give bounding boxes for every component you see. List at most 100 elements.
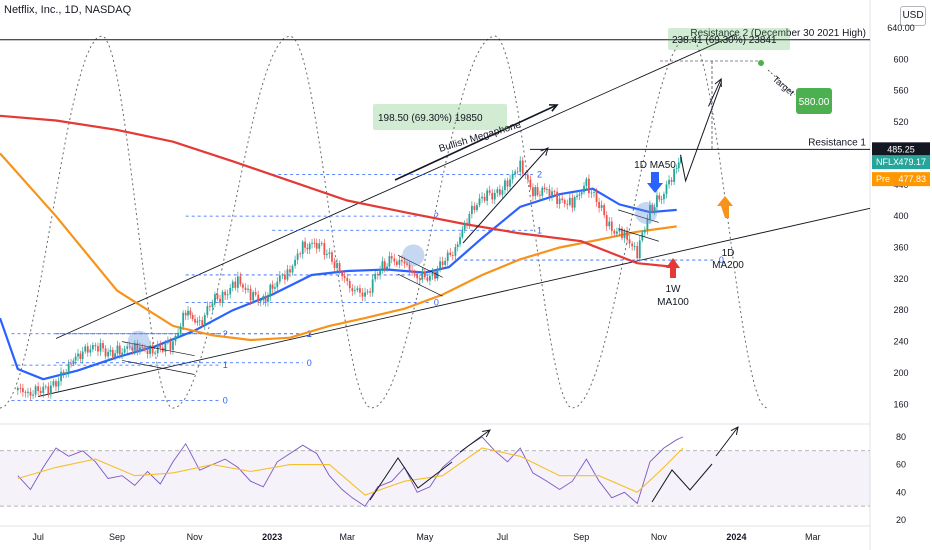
candle-body: [114, 353, 117, 358]
fib-level-label: 0: [719, 255, 724, 265]
candle-body: [371, 279, 374, 293]
candle-body: [421, 271, 424, 280]
candle-body: [504, 180, 506, 191]
candle-body: [429, 275, 431, 281]
rsi-tick-label: 40: [896, 487, 906, 497]
projection-arrow-shaft: [708, 78, 722, 107]
candle-body: [65, 372, 68, 374]
rsi-arrow-1-head: [482, 429, 491, 438]
candle-body: [34, 386, 37, 395]
candle-body: [194, 319, 196, 323]
candle-body: [216, 294, 219, 299]
candle-body: [141, 347, 144, 348]
candle-body: [588, 178, 590, 194]
candle-body: [27, 391, 29, 393]
candle-body: [328, 252, 331, 254]
candle-body: [151, 345, 154, 354]
candle-body: [159, 345, 162, 348]
highlight-circle-2: [402, 244, 425, 267]
candle-body: [19, 387, 22, 389]
candle-body: [543, 187, 546, 190]
price-tick-label: 600: [893, 54, 908, 64]
rally-arrow-2023: [462, 147, 549, 244]
candle-body: [618, 228, 621, 232]
price-tick-label: 240: [893, 337, 908, 347]
candle-body: [468, 214, 471, 225]
resistance-label-1: Resistance 1: [808, 137, 866, 148]
candle-body: [174, 335, 177, 342]
candle-body: [301, 241, 304, 255]
candle-body: [229, 287, 232, 295]
candle-body: [343, 276, 346, 279]
candle-body: [164, 342, 167, 352]
measure-label-1: 198.50 (69.30%) 19850: [378, 113, 483, 124]
candle-body: [242, 284, 244, 288]
price-tag-ticker-2: NFLX: [876, 157, 899, 167]
candle-body: [211, 303, 214, 307]
candle-body: [252, 292, 255, 301]
ma50-arrow: [647, 172, 663, 193]
candle-body: [149, 345, 151, 354]
candle-body: [514, 171, 517, 175]
candle-body: [104, 348, 107, 357]
candle-body: [286, 269, 289, 280]
candle-body: [267, 296, 269, 302]
rsi-zigzag-1: [369, 457, 453, 501]
candle-body: [381, 261, 384, 270]
candle-body: [665, 184, 668, 194]
candle-body: [289, 269, 291, 273]
candle-body: [566, 203, 569, 205]
candle-body: [42, 386, 45, 393]
fib-level-label: 0: [307, 358, 312, 368]
candle-body: [318, 243, 321, 249]
candle-body: [526, 174, 529, 180]
bullish-megaphone-arrow-head: [548, 104, 559, 112]
candle-body: [320, 243, 323, 244]
candle-body: [336, 263, 338, 269]
target-price-box: [796, 88, 832, 114]
candle-body: [558, 198, 561, 204]
currency-button[interactable]: USD: [900, 6, 926, 26]
candle-body: [206, 306, 209, 316]
candle-body: [576, 195, 578, 198]
candle-body: [196, 321, 199, 323]
candle-body: [351, 288, 354, 292]
candle-body: [74, 356, 77, 361]
candle-body: [364, 292, 366, 297]
time-tick-label: Jul: [32, 532, 44, 542]
candle-body: [84, 346, 87, 352]
candle-body: [184, 312, 187, 316]
candle-body: [102, 343, 104, 349]
candle-body: [393, 258, 396, 262]
candle-body: [203, 315, 206, 326]
rsi-zigzag-2: [651, 463, 713, 503]
candle-body: [304, 241, 306, 248]
candle-body: [478, 198, 481, 206]
price-tick-label: 560: [893, 86, 908, 96]
candle-body: [636, 246, 639, 259]
candle-body: [201, 320, 204, 326]
candle-body: [21, 388, 24, 393]
ma-line-1d-ma200: [0, 114, 677, 269]
bullish-megaphone-arrow: [394, 104, 559, 181]
candle-body: [219, 298, 221, 303]
candle-body: [532, 187, 534, 197]
price-tick-label: 400: [893, 211, 908, 221]
candle-body: [315, 242, 318, 249]
candle-body: [539, 194, 541, 196]
candle-body: [359, 288, 361, 293]
candle-body: [403, 261, 406, 264]
candle-body: [398, 259, 401, 265]
resistance-label-2: Resistance 2 (December 30 2021 High): [690, 28, 866, 39]
candle-body: [274, 287, 276, 289]
rsi-arrow-2-shaft: [715, 426, 739, 457]
candle-body: [643, 230, 646, 233]
candle-body: [408, 264, 411, 271]
candle-body: [116, 345, 119, 354]
candle-body: [583, 185, 585, 193]
candle-body: [470, 205, 473, 215]
candle-body: [239, 276, 242, 285]
candle-body: [631, 243, 634, 247]
candle-body: [331, 252, 333, 262]
